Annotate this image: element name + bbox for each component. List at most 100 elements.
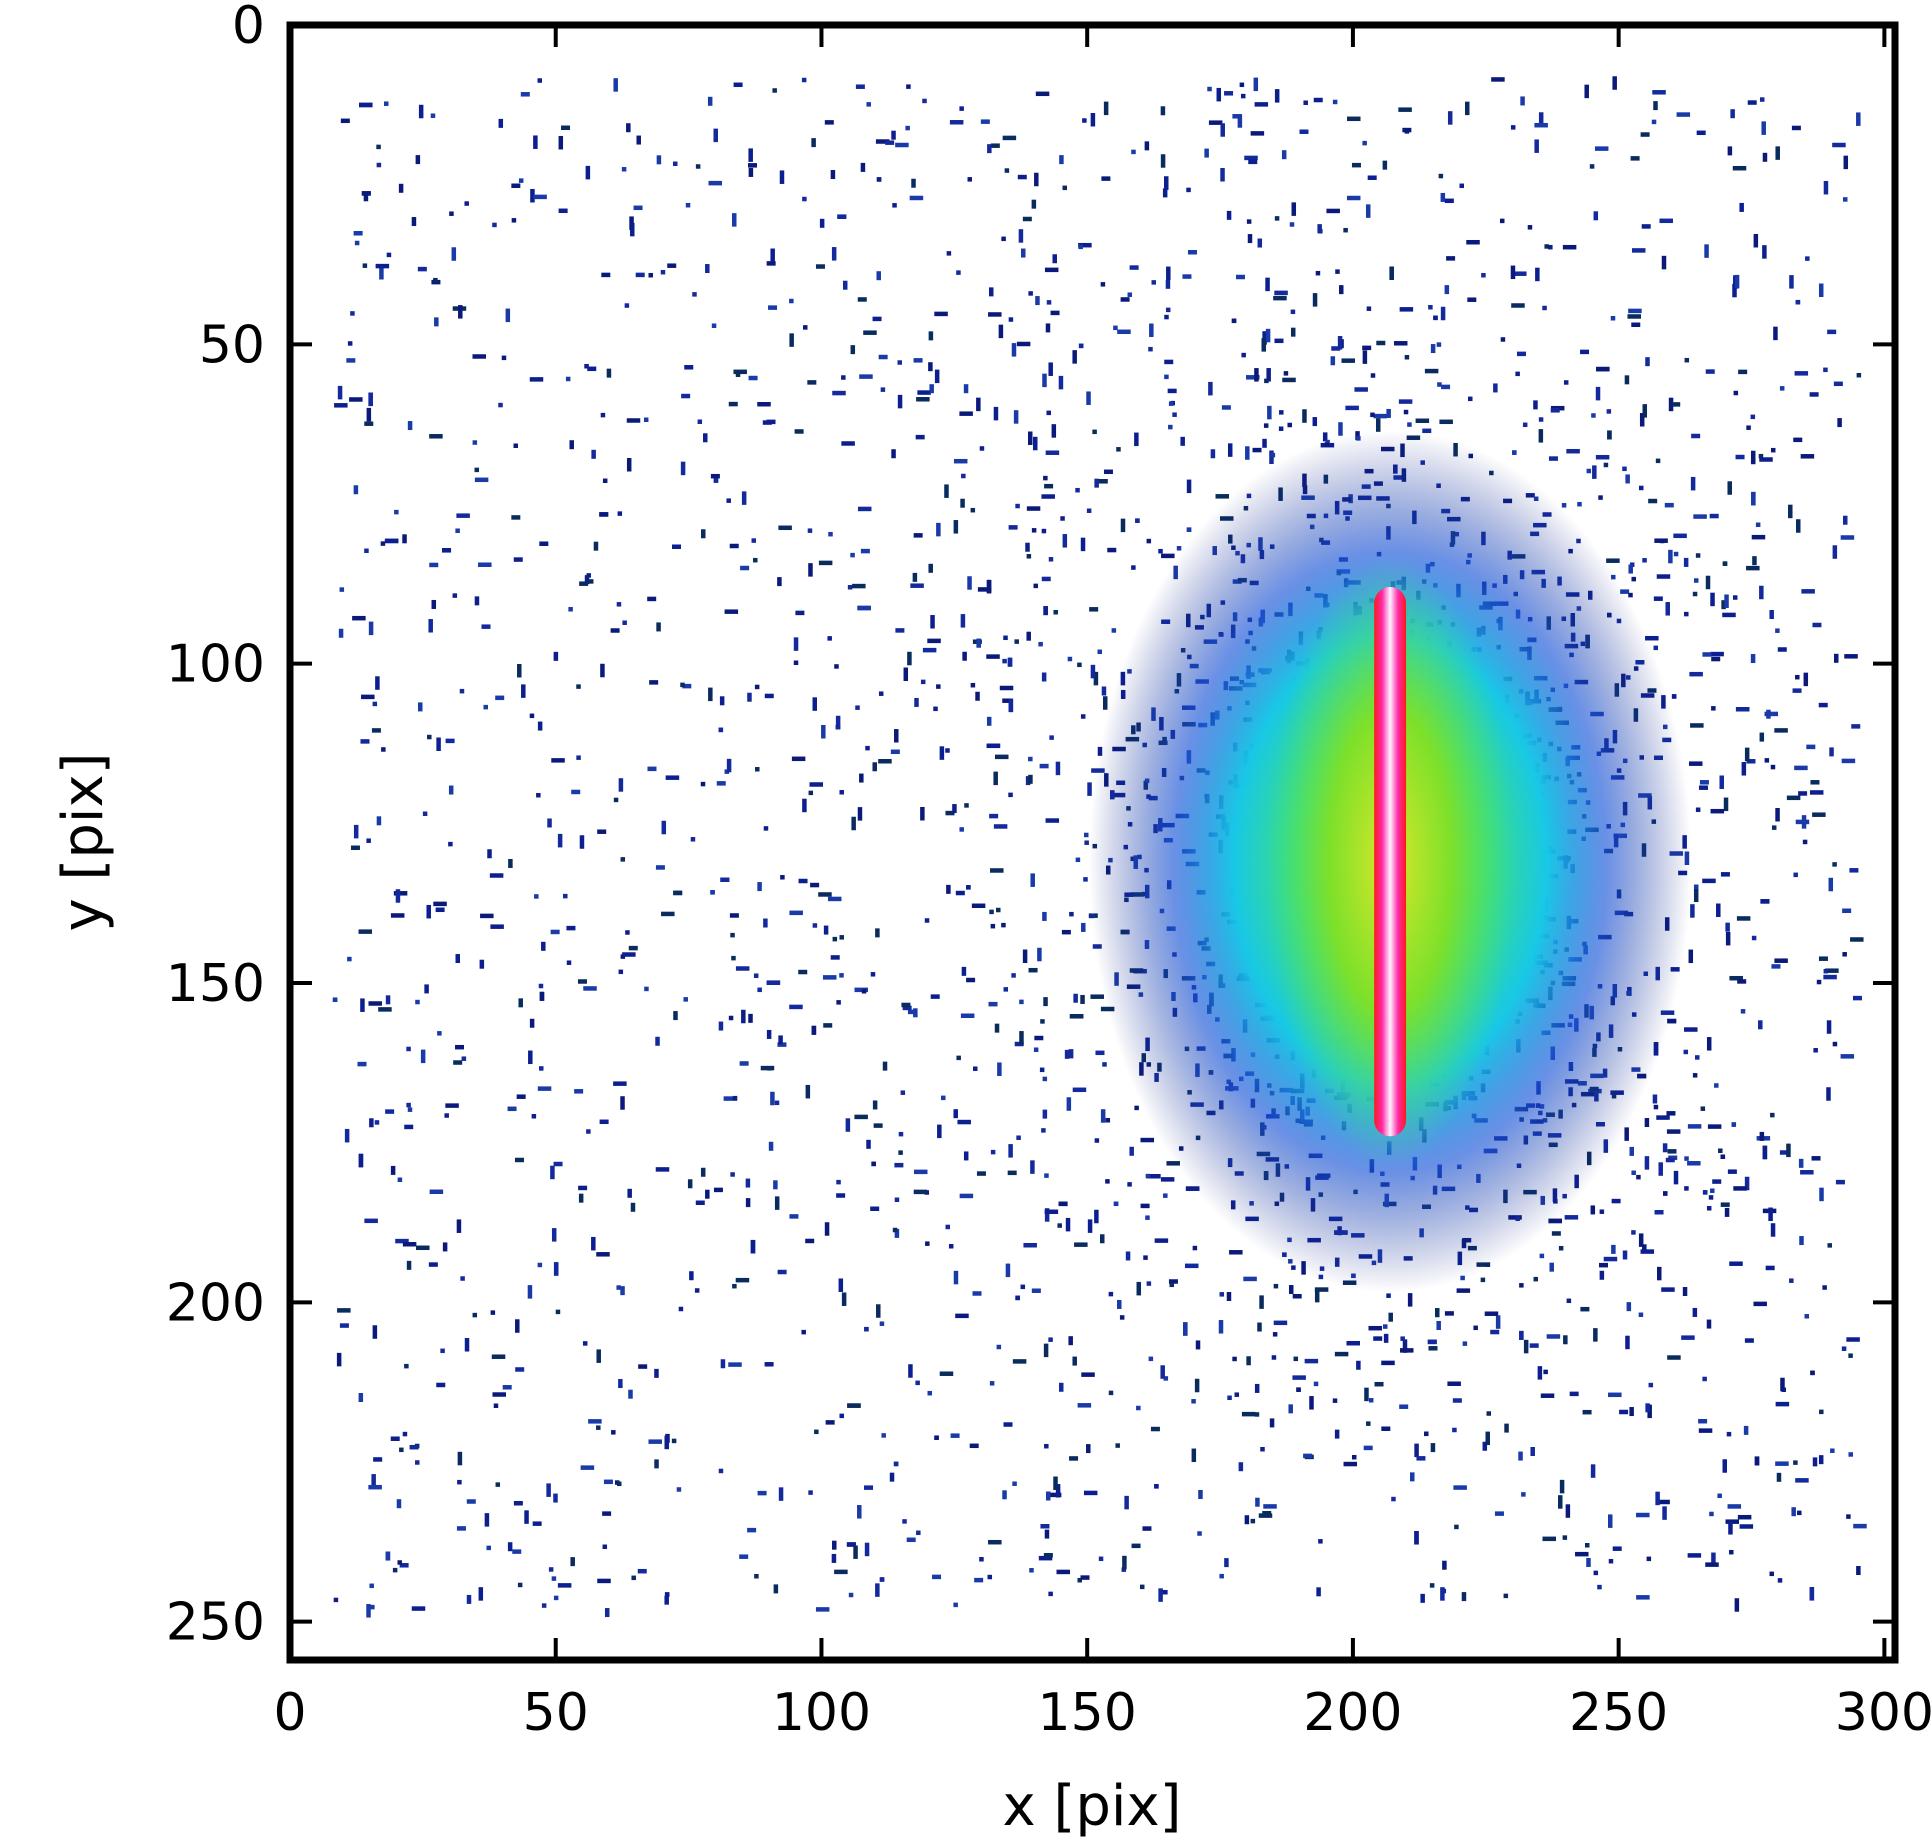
- noise-speckle: [1844, 654, 1858, 659]
- noise-speckle: [870, 972, 876, 977]
- noise-speckle: [1795, 519, 1801, 533]
- noise-speckle: [422, 811, 428, 817]
- noise-speckle: [1710, 808, 1725, 814]
- noise-speckle: [842, 280, 848, 290]
- x-axis-title: x [pix]: [1003, 1774, 1182, 1839]
- noise-speckle: [747, 1527, 757, 1533]
- noise-speckle: [864, 1542, 870, 1557]
- noise-speckle: [853, 1545, 858, 1559]
- noise-speckle: [582, 1341, 588, 1346]
- noise-speckle: [601, 272, 611, 278]
- noise-speckle: [835, 724, 841, 730]
- noise-speckle: [363, 192, 369, 202]
- noise-speckle: [1746, 565, 1760, 571]
- noise-speckle: [1480, 1277, 1486, 1283]
- noise-speckle: [1461, 1592, 1467, 1602]
- noise-speckle: [456, 1526, 466, 1531]
- noise-speckle: [1008, 792, 1013, 798]
- noise-speckle: [912, 572, 918, 582]
- noise-speckle: [1241, 352, 1246, 358]
- noise-speckle: [1382, 1324, 1388, 1329]
- heatmap-image: [290, 25, 1895, 1660]
- noise-speckle: [828, 531, 833, 537]
- noise-speckle: [618, 778, 624, 792]
- noise-speckle: [1738, 369, 1748, 375]
- noise-speckle: [824, 1222, 830, 1236]
- noise-speckle: [976, 397, 981, 412]
- noise-speckle: [1586, 1557, 1591, 1567]
- noise-speckle: [917, 390, 931, 395]
- noise-speckle: [1759, 585, 1764, 600]
- noise-speckle: [1753, 233, 1759, 248]
- noise-speckle: [778, 1487, 784, 1501]
- noise-speckle: [757, 987, 762, 993]
- noise-speckle: [537, 1262, 543, 1268]
- noise-speckle: [529, 713, 535, 719]
- noise-speckle: [741, 1009, 746, 1024]
- noise-speckle: [914, 697, 919, 707]
- noise-speckle: [1842, 197, 1848, 202]
- noise-speckle: [1001, 922, 1006, 928]
- noise-speckle: [655, 1036, 660, 1046]
- noise-speckle: [1730, 109, 1735, 119]
- noise-speckle: [1435, 1308, 1440, 1318]
- noise-speckle: [373, 1457, 383, 1462]
- noise-speckle: [891, 130, 896, 140]
- noise-speckle: [772, 88, 777, 93]
- noise-speckle: [429, 562, 439, 568]
- noise-speckle: [1593, 211, 1599, 221]
- noise-speckle: [1653, 101, 1658, 111]
- noise-speckle: [861, 989, 867, 994]
- noise-speckle: [700, 1167, 706, 1177]
- noise-speckle: [975, 691, 980, 701]
- noise-speckle: [927, 638, 941, 644]
- noise-speckle: [986, 654, 1000, 659]
- noise-speckle: [1031, 1288, 1041, 1293]
- noise-speckle: [1622, 1250, 1628, 1260]
- x-tick-label: 300: [1835, 1683, 1932, 1743]
- noise-speckle: [1404, 355, 1410, 360]
- noise-speckle: [1383, 1333, 1389, 1343]
- noise-speckle: [1793, 872, 1798, 878]
- noise-speckle: [1786, 1143, 1791, 1158]
- noise-speckle: [435, 907, 445, 913]
- noise-speckle: [1302, 409, 1307, 423]
- noise-speckle: [986, 743, 1001, 749]
- noise-speckle: [1045, 450, 1060, 455]
- noise-speckle: [1842, 908, 1852, 913]
- noise-speckle: [1798, 791, 1808, 796]
- noise-speckle: [611, 1430, 616, 1435]
- noise-speckle: [375, 676, 380, 690]
- noise-speckle: [1083, 832, 1089, 838]
- noise-speckle: [1810, 1370, 1815, 1376]
- noise-speckle: [530, 188, 535, 203]
- noise-speckle: [892, 203, 897, 208]
- noise-speckle: [576, 755, 581, 760]
- noise-speckle: [821, 724, 826, 739]
- noise-speckle: [1117, 329, 1131, 335]
- noise-speckle: [1698, 1428, 1713, 1433]
- noise-speckle: [836, 1000, 841, 1005]
- noise-speckle: [1529, 1343, 1539, 1348]
- noise-speckle: [411, 217, 417, 227]
- noise-speckle: [1608, 1558, 1614, 1564]
- noise-speckle: [911, 178, 916, 188]
- noise-speckle: [973, 1066, 978, 1071]
- noise-speckle: [1316, 1587, 1321, 1597]
- noise-speckle: [1543, 1369, 1548, 1375]
- noise-speckle: [1436, 342, 1442, 347]
- noise-speckle: [1721, 600, 1726, 610]
- noise-speckle: [939, 746, 945, 760]
- noise-speckle: [1722, 561, 1728, 566]
- noise-speckle: [442, 1242, 448, 1252]
- noise-speckle: [489, 873, 504, 878]
- noise-speckle: [1504, 1423, 1509, 1433]
- noise-speckle: [732, 1095, 738, 1101]
- noise-speckle: [599, 1119, 609, 1125]
- noise-speckle: [1530, 1447, 1535, 1457]
- noise-speckle: [1191, 1399, 1196, 1404]
- noise-speckle: [1234, 1392, 1240, 1397]
- beam-core: [1374, 587, 1407, 1137]
- noise-speckle: [777, 1269, 787, 1275]
- noise-speckle: [1540, 1393, 1555, 1398]
